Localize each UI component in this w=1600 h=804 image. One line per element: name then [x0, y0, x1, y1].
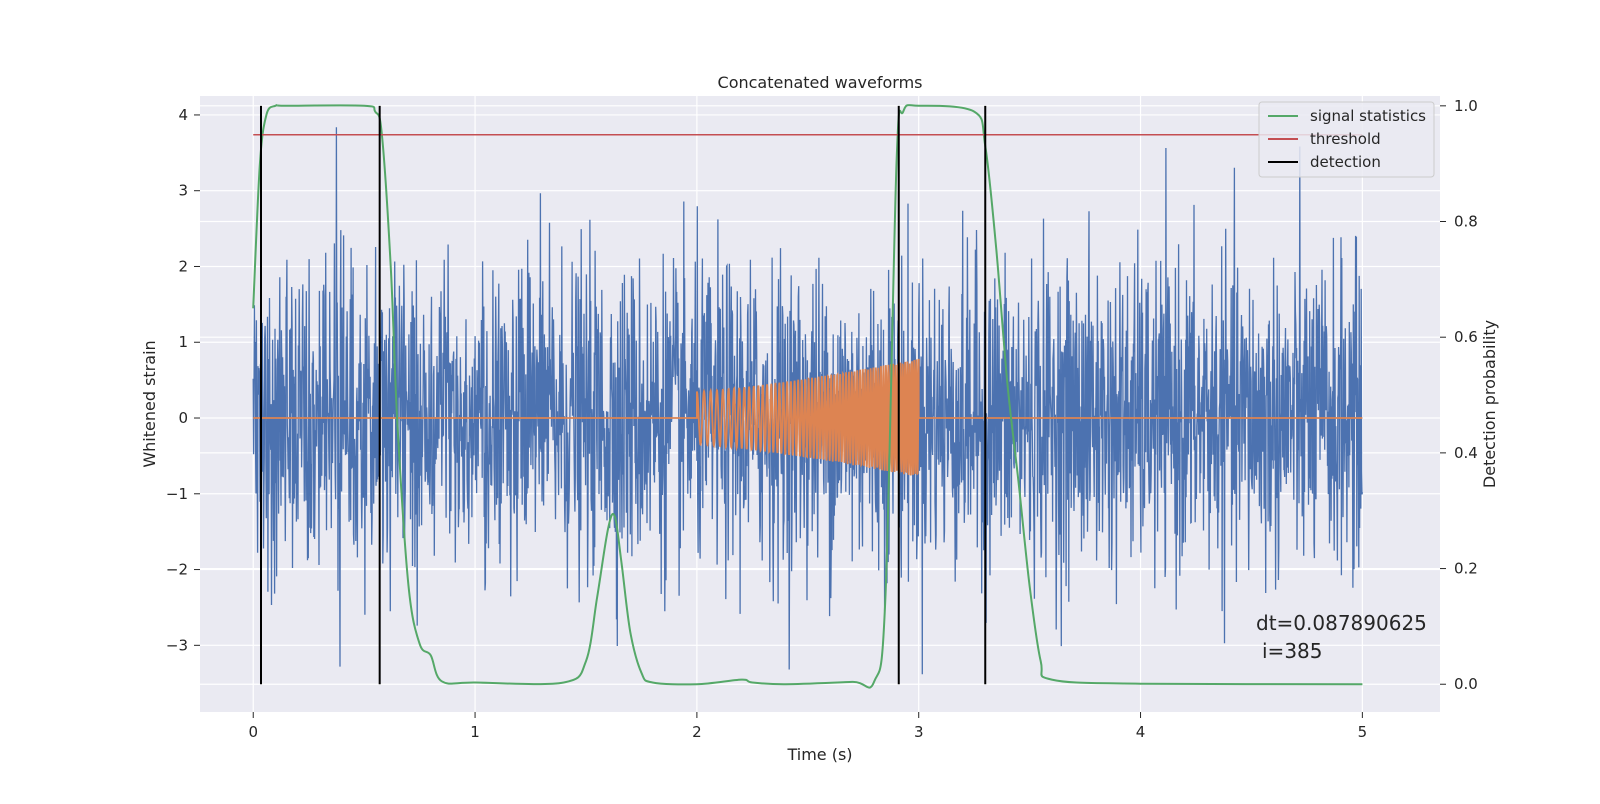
legend-label-detection: detection [1310, 153, 1381, 171]
x-tick-label: 0 [248, 723, 258, 741]
y2-tick-label: 0.8 [1454, 213, 1478, 231]
x-tick-label: 3 [914, 723, 924, 741]
legend-label-threshold: threshold [1310, 130, 1381, 148]
x-axis-label: Time (s) [786, 745, 852, 764]
y-tick-label: 2 [178, 257, 188, 275]
y2-tick-label: 0.0 [1454, 675, 1478, 693]
data-layer [252, 104, 1364, 689]
strain-noise-line [252, 127, 1364, 675]
y2-tick-label: 0.4 [1454, 444, 1478, 462]
tick-layer: 0 1 2 3 4 5 4 3 2 1 0 −1 −2 −3 1.0 0.8 0.6 0.4 0.2 0.0 [166, 97, 1478, 741]
annotation-i: i=385 [1262, 639, 1323, 663]
y-tick-label: 4 [178, 106, 188, 124]
y-tick-label: 0 [178, 409, 188, 427]
y2-tick-label: 0.2 [1454, 560, 1478, 578]
y2-axis-label: Detection probability [1480, 320, 1499, 488]
x-tick-label: 2 [692, 723, 702, 741]
legend: signal statistics threshold detection [1258, 101, 1435, 178]
injection-waveform-line [253, 358, 1363, 476]
y-tick-label: 1 [178, 333, 188, 351]
legend-label-signal-statistics: signal statistics [1310, 107, 1426, 125]
chart-title: Concatenated waveforms [718, 73, 923, 92]
annotation-dt: dt=0.087890625 [1256, 611, 1427, 635]
y-tick-label: −3 [166, 636, 188, 654]
y-tick-label: −2 [166, 561, 188, 579]
y2-tick-label: 1.0 [1454, 97, 1478, 115]
legend-box [1258, 101, 1435, 178]
x-tick-label: 1 [470, 723, 480, 741]
x-tick-label: 5 [1358, 723, 1368, 741]
y2-tick-label: 0.6 [1454, 328, 1478, 346]
y-axis-label: Whitened strain [140, 340, 159, 467]
signal-statistics-line [252, 104, 1363, 689]
y-tick-label: −1 [166, 485, 188, 503]
y-tick-label: 3 [178, 182, 188, 200]
x-tick-label: 4 [1136, 723, 1146, 741]
